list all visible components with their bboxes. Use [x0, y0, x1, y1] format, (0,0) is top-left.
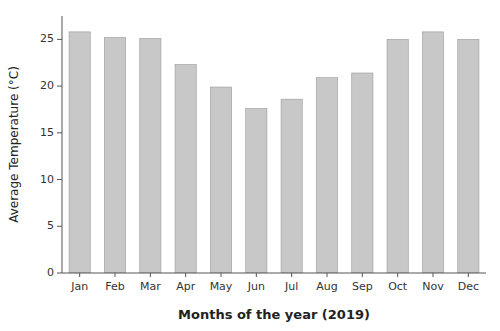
axes: 0 5 10 15 20 25 Jan Feb Mar Apr May Jun Jul Aug Sep Oct… — [40, 16, 486, 293]
x-tick-label: May — [210, 280, 233, 293]
y-tick-label: 20 — [40, 79, 54, 92]
x-tick — [221, 273, 222, 277]
x-tick — [327, 273, 328, 277]
bar — [175, 65, 196, 273]
x-tick-label: Mar — [140, 280, 161, 293]
bar — [69, 32, 90, 273]
y-tick — [57, 86, 62, 87]
x-tick — [397, 273, 398, 277]
x-axis-label: Months of the year (2019) — [178, 307, 370, 322]
x-tick — [115, 273, 116, 277]
y-tick-label: 10 — [40, 173, 54, 186]
chart: 0 5 10 15 20 25 Jan Feb Mar Apr May Jun Jul Aug Sep Oct… — [0, 0, 500, 331]
bar — [352, 73, 373, 273]
x-tick — [433, 273, 434, 277]
bars — [69, 32, 479, 273]
y-tick-label: 0 — [47, 266, 54, 279]
x-tick-label: Aug — [316, 280, 337, 293]
y-tick — [57, 226, 62, 227]
x-tick — [150, 273, 151, 277]
y-tick — [57, 132, 62, 133]
x-axis-line — [62, 273, 486, 274]
y-tick — [57, 39, 62, 40]
x-tick — [79, 273, 80, 277]
y-tick — [57, 273, 62, 274]
x-tick-label: Jul — [284, 280, 298, 293]
x-tick-label: Dec — [458, 280, 479, 293]
bar — [387, 39, 408, 273]
bar — [316, 78, 337, 273]
x-tick — [256, 273, 257, 277]
bar — [458, 39, 479, 273]
x-tick-label: Nov — [422, 280, 444, 293]
y-axis-line — [62, 16, 63, 273]
y-tick-label: 25 — [40, 32, 54, 45]
x-tick-label: Feb — [105, 280, 124, 293]
bar — [422, 32, 443, 273]
y-tick — [57, 179, 62, 180]
bar — [104, 37, 125, 273]
x-tick — [291, 273, 292, 277]
bar — [281, 99, 302, 273]
x-tick — [362, 273, 363, 277]
bar — [140, 38, 161, 273]
bar — [210, 87, 231, 273]
x-tick-label: Jan — [70, 280, 88, 293]
x-tick — [468, 273, 469, 277]
x-tick-label: Apr — [176, 280, 196, 293]
y-tick-label: 15 — [40, 126, 54, 139]
bar — [246, 109, 267, 273]
x-tick-label: Sep — [352, 280, 373, 293]
x-tick-label: Oct — [388, 280, 408, 293]
y-axis-label: Average Temperature (°C) — [7, 66, 21, 223]
x-tick-label: Jun — [247, 280, 265, 293]
x-tick — [185, 273, 186, 277]
y-tick-label: 5 — [47, 219, 54, 232]
